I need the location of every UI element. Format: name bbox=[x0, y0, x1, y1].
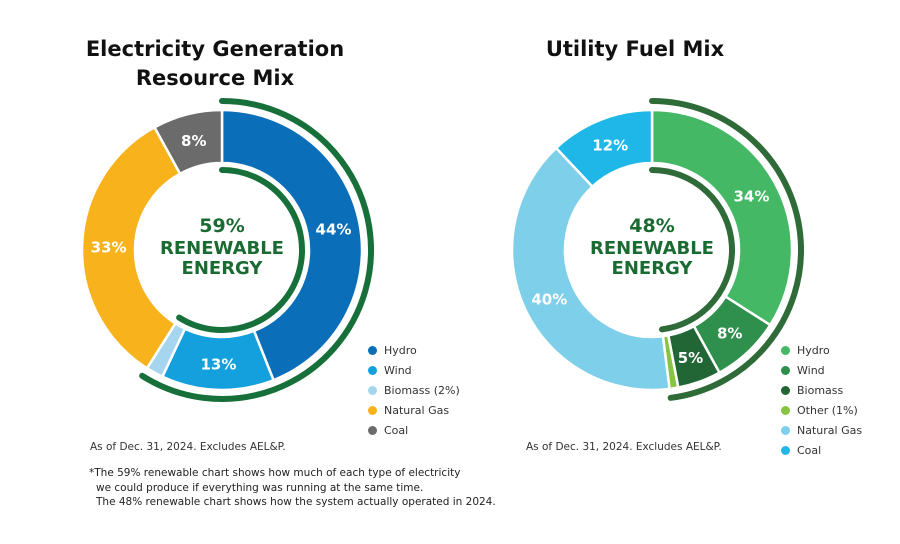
legend-label: Biomass (2%) bbox=[384, 383, 460, 397]
legend-item-natural-gas: Natural Gas bbox=[368, 400, 460, 420]
legend-swatch bbox=[781, 365, 790, 375]
slice-label-hydro: 34% bbox=[734, 187, 770, 205]
footnote-line: *The 59% renewable chart shows how much … bbox=[89, 467, 461, 479]
legend-label: Hydro bbox=[384, 343, 417, 357]
slice-hydro bbox=[220, 108, 364, 382]
legend-swatch bbox=[781, 405, 790, 415]
legend-item-hydro: Hydro bbox=[368, 340, 460, 360]
legend-swatch bbox=[781, 445, 790, 455]
slice-label-wind: 13% bbox=[200, 355, 236, 373]
legend-item-natural-gas: Natural Gas bbox=[781, 420, 862, 440]
center-label-line: 59% bbox=[199, 215, 244, 237]
slice-label-hydro: 44% bbox=[316, 221, 352, 239]
legend-fuel-mix: Hydro Wind Biomass Other (1%) Natural Gas Coa… bbox=[781, 340, 862, 460]
center-label-line: ENERGY bbox=[182, 258, 264, 279]
legend-label: Natural Gas bbox=[797, 423, 863, 437]
legend-swatch bbox=[368, 385, 377, 395]
chart-note: As of Dec. 31, 2024. Excludes AEL&P. bbox=[90, 441, 286, 453]
slice-natural-gas bbox=[80, 125, 182, 370]
renewable-arc-inner bbox=[176, 167, 305, 333]
legend-label: Other (1%) bbox=[797, 403, 858, 417]
chart-title-generation-mix: Electricity Generation Resource Mix bbox=[40, 35, 390, 93]
chart-note: As of Dec. 31, 2024. Excludes AEL&P. bbox=[526, 441, 722, 453]
legend-label: Natural Gas bbox=[384, 403, 450, 417]
legend-item-wind: Wind bbox=[781, 360, 862, 380]
footnote-line: The 48% renewable chart shows how the sy… bbox=[96, 496, 496, 508]
legend-label: Wind bbox=[384, 363, 412, 377]
renewable-arc-outer bbox=[139, 98, 374, 402]
slice-label-coal: 8% bbox=[181, 132, 206, 150]
slice-natural-gas bbox=[510, 146, 671, 392]
center-label-line: 48% bbox=[629, 215, 674, 237]
slice-label-coal: 12% bbox=[592, 136, 628, 154]
slice-coal bbox=[152, 108, 224, 176]
legend-item-coal: Coal bbox=[368, 420, 460, 440]
legend-swatch bbox=[781, 425, 790, 435]
legend-label: Coal bbox=[384, 423, 409, 437]
legend-item-other-1: Other (1%) bbox=[781, 400, 862, 420]
legend-label: Hydro bbox=[797, 343, 830, 357]
title-line: Resource Mix bbox=[135, 66, 295, 90]
renewable-arc-outer bbox=[649, 98, 804, 401]
title-line: Electricity Generation bbox=[85, 37, 345, 61]
renewable-arc-inner bbox=[649, 167, 735, 333]
legend-item-biomass-2: Biomass (2%) bbox=[368, 380, 460, 400]
legend-item-wind: Wind bbox=[368, 360, 460, 380]
slice-hydro bbox=[650, 108, 794, 327]
legend-swatch bbox=[368, 345, 377, 355]
footnote-line: we could produce if everything was runni… bbox=[96, 481, 424, 494]
center-label-line: ENERGY bbox=[612, 258, 694, 279]
legend-swatch bbox=[368, 365, 377, 375]
legend-item-hydro: Hydro bbox=[781, 340, 862, 360]
slice-label-wind: 8% bbox=[717, 325, 742, 343]
footnote: *The 59% renewable chart shows how much … bbox=[89, 466, 496, 510]
chart-title-fuel-mix: Utility Fuel Mix bbox=[470, 35, 800, 64]
legend-label: Wind bbox=[797, 363, 825, 377]
legend-swatch bbox=[368, 425, 377, 435]
slice-coal bbox=[554, 108, 654, 189]
center-label-line: RENEWABLE bbox=[160, 238, 284, 259]
center-label-line: RENEWABLE bbox=[590, 238, 714, 259]
slice-label-natural-gas: 40% bbox=[531, 290, 567, 308]
title-line: Utility Fuel Mix bbox=[545, 37, 725, 61]
legend-swatch bbox=[781, 345, 790, 355]
slice-label-biomass: 5% bbox=[678, 349, 703, 367]
legend-item-coal: Coal bbox=[781, 440, 862, 460]
legend-swatch bbox=[368, 405, 377, 415]
slice-label-natural-gas: 33% bbox=[91, 238, 127, 256]
legend-item-biomass: Biomass bbox=[781, 380, 862, 400]
legend-generation-mix: Hydro Wind Biomass (2%) Natural Gas Coal bbox=[368, 340, 460, 440]
legend-swatch bbox=[781, 385, 790, 395]
legend-label: Coal bbox=[797, 443, 822, 457]
legend-label: Biomass bbox=[797, 383, 844, 397]
